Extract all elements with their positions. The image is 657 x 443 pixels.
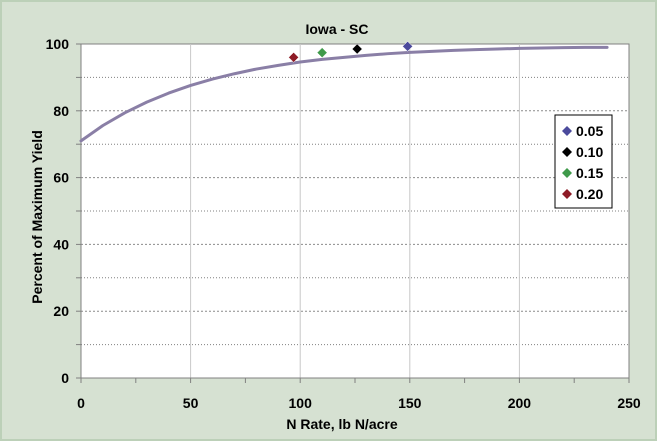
legend-marker [562,168,572,178]
y-tick-label: 100 [46,36,70,52]
data-point-0-15 [316,47,328,59]
legend-marker [562,147,572,157]
y-axis-label: Percent of Maximum Yield [29,130,45,304]
x-tick-label: 100 [289,395,313,411]
data-point-0-05 [402,40,413,52]
legend-marker [562,189,572,199]
x-tick-label: 200 [508,395,532,411]
curve-layer [79,45,609,143]
x-tick-label: 50 [183,395,199,411]
response-curve [79,45,609,143]
y-tick-label: 0 [61,370,69,386]
grid-lines [81,44,629,378]
legend-marker [562,126,572,136]
data-point-0-10 [351,43,363,55]
legend-label: 0.10 [576,144,603,160]
legend-label: 0.20 [576,186,603,202]
data-point-0-20 [288,52,299,63]
x-tick-label: 150 [398,395,422,411]
x-axis-label: N Rate, lb N/acre [286,416,397,432]
x-tick-label: 250 [617,395,641,411]
legend-label: 0.15 [576,165,603,181]
chart-title: Iowa - SC [305,21,368,37]
y-tick-label: 60 [53,170,69,186]
y-tick-label: 20 [53,303,69,319]
points-layer [288,40,413,63]
x-tick-label: 0 [77,395,85,411]
y-tick-label: 80 [53,103,69,119]
legend-label: 0.05 [576,123,603,139]
legend: 0.05 0.10 0.15 0.20 [554,114,613,209]
y-tick-label: 40 [53,236,69,252]
axes: 0 50 100 150 200 250 0 20 40 60 80 100 [46,36,641,411]
